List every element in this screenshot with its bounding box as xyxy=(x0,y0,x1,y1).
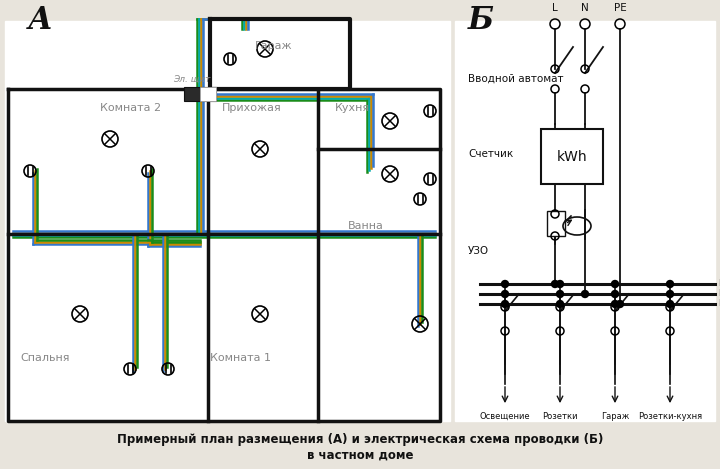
Circle shape xyxy=(616,301,624,308)
Text: Прихожая: Прихожая xyxy=(222,103,282,113)
Circle shape xyxy=(502,290,508,297)
Bar xyxy=(455,21,715,421)
Circle shape xyxy=(557,301,564,308)
Circle shape xyxy=(502,280,508,287)
Text: Эл. щит: Эл. щит xyxy=(174,75,211,84)
Text: Розетки-кухня: Розетки-кухня xyxy=(638,412,702,421)
Circle shape xyxy=(502,301,508,308)
Text: N: N xyxy=(718,289,720,298)
Text: Примерный план размещения (А) и электрическая схема проводки (Б): Примерный план размещения (А) и электрич… xyxy=(117,432,603,446)
Text: Освещение: Освещение xyxy=(480,412,531,421)
Bar xyxy=(5,21,450,421)
Text: УЗО: УЗО xyxy=(468,246,489,256)
Text: в частном доме: в частном доме xyxy=(307,448,413,461)
Text: Кухня: Кухня xyxy=(335,103,370,113)
Text: Б: Б xyxy=(468,5,494,36)
Bar xyxy=(211,20,349,88)
Text: kWh: kWh xyxy=(557,150,588,164)
Text: Счетчик: Счетчик xyxy=(468,149,513,159)
Bar xyxy=(541,129,603,184)
Text: L: L xyxy=(552,3,558,13)
Bar xyxy=(200,87,216,101)
Text: Гараж: Гараж xyxy=(600,412,629,421)
Circle shape xyxy=(557,280,564,287)
Circle shape xyxy=(582,290,588,297)
Circle shape xyxy=(557,290,564,297)
Text: Вводной автомат: Вводной автомат xyxy=(468,74,564,84)
Text: Комната 1: Комната 1 xyxy=(210,353,271,363)
Text: Комната 2: Комната 2 xyxy=(100,103,161,113)
Text: Розетки: Розетки xyxy=(542,412,577,421)
Text: Спальня: Спальня xyxy=(20,353,70,363)
Circle shape xyxy=(611,280,618,287)
Text: L: L xyxy=(718,280,720,288)
Circle shape xyxy=(667,280,673,287)
Circle shape xyxy=(667,301,673,308)
Circle shape xyxy=(611,290,618,297)
Bar xyxy=(547,211,565,236)
Circle shape xyxy=(552,280,559,287)
Bar xyxy=(9,90,439,420)
Bar xyxy=(184,87,216,101)
Text: А: А xyxy=(28,5,53,36)
Text: N: N xyxy=(581,3,589,13)
Circle shape xyxy=(611,301,618,308)
Text: PE: PE xyxy=(718,300,720,309)
Circle shape xyxy=(667,290,673,297)
Text: Гараж: Гараж xyxy=(255,41,292,51)
Text: Ванна: Ванна xyxy=(348,221,384,231)
Text: PE: PE xyxy=(613,3,626,13)
